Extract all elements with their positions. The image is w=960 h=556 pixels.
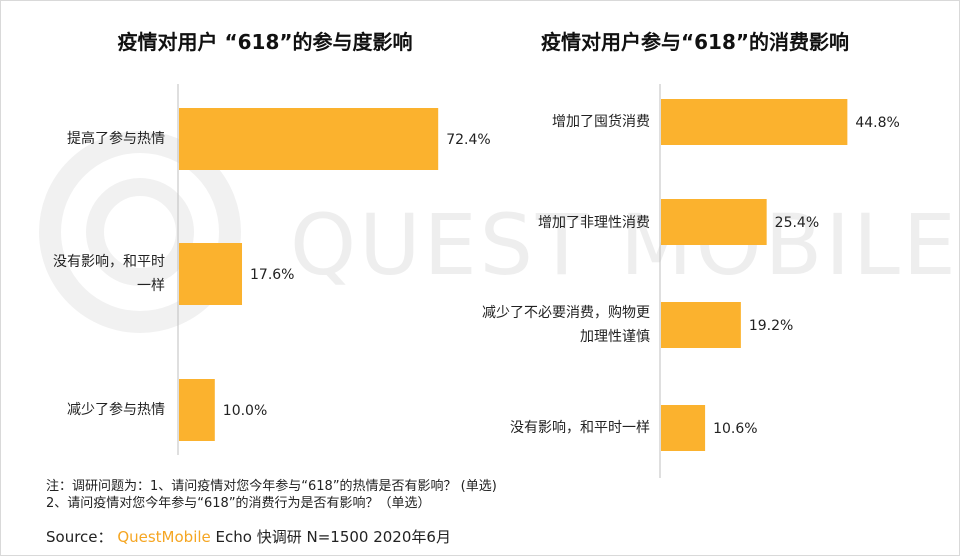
- survey-notes: 注：调研问题为：1、请问疫情对您今年参与“618”的热情是否有影响？ (单选) …: [46, 478, 497, 512]
- right-bar-value-label: 19.2%: [749, 318, 793, 334]
- right-category-label: 没有影响，和平时一样: [510, 420, 650, 436]
- left-bar: [179, 108, 439, 170]
- left-chart-title: 疫情对用户 “618”的参与度影响: [117, 30, 413, 54]
- left-category-label: 提高了参与热情: [67, 131, 165, 147]
- right-bar-value-label: 10.6%: [713, 421, 757, 437]
- right-bar-value-label: 44.8%: [855, 115, 899, 131]
- source-brand: QuestMobile: [117, 528, 211, 546]
- left-category-label: 没有影响，和平时一样: [53, 254, 165, 294]
- right-bar: [661, 99, 848, 145]
- note-line-2: 2、请问疫情对您今年参与“618”的消费行为是否有影响？（单选）: [46, 496, 431, 511]
- source-line: Source： QuestMobile Echo 快调研 N=1500 2020…: [46, 526, 451, 547]
- source-suffix: Echo 快调研 N=1500 2020年6月: [215, 528, 451, 546]
- right-chart-title: 疫情对用户参与“618”的消费影响: [540, 30, 850, 54]
- left-bar-value-label: 17.6%: [250, 267, 294, 283]
- left-bar-value-label: 10.0%: [223, 403, 267, 419]
- source-prefix: Source：: [46, 528, 113, 546]
- right-category-label: 增加了囤货消费: [552, 114, 650, 130]
- left-bar: [179, 379, 215, 441]
- right-bar-value-label: 25.4%: [775, 215, 819, 231]
- watermark-text: QUEST MOBILE: [290, 196, 959, 294]
- left-category-label: 减少了参与热情: [67, 402, 165, 418]
- right-bar: [661, 199, 767, 245]
- note-line-1: 注：调研问题为：1、请问疫情对您今年参与“618”的热情是否有影响？ (单选): [46, 479, 497, 494]
- left-bar-value-label: 72.4%: [446, 132, 490, 148]
- right-bar: [661, 405, 706, 451]
- right-bar: [661, 302, 741, 348]
- right-category-label: 增加了非理性消费: [538, 215, 650, 231]
- right-category-label: 减少了不必要消费，购物更加理性谨慎: [482, 305, 650, 345]
- left-bar: [179, 243, 243, 305]
